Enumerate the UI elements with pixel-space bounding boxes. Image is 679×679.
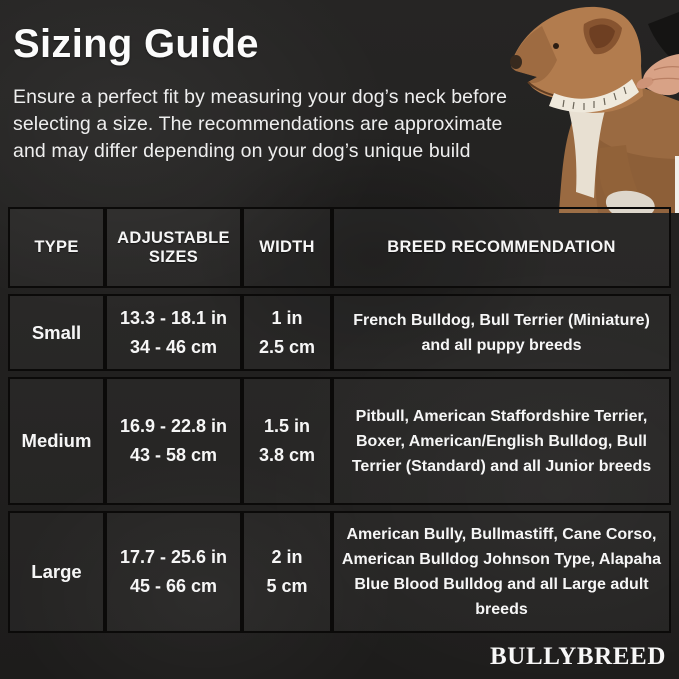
cell-breeds-large: American Bully, Bullmastiff, Cane Corso,… bbox=[332, 511, 671, 633]
photo-edge-sliver bbox=[675, 156, 679, 213]
intro-text: Ensure a perfect fit by measuring your d… bbox=[13, 84, 507, 165]
table-row-medium: Medium 16.9 - 22.8 in 43 - 58 cm 1.5 in … bbox=[8, 377, 671, 505]
table-row-large: Large 17.7 - 25.6 in 45 - 66 cm 2 in 5 c… bbox=[8, 511, 671, 633]
sizes-inches: 16.9 - 22.8 in bbox=[119, 416, 228, 436]
sleeve-shadow bbox=[648, 12, 679, 66]
width-cm: 5 cm bbox=[266, 576, 308, 596]
dog-chest-blaze bbox=[564, 94, 609, 198]
dog-front-leg bbox=[598, 145, 644, 206]
intro-line-2: selecting a size. The recommendations ar… bbox=[13, 113, 503, 135]
width-inches: 1 in bbox=[271, 307, 303, 328]
measuring-tape bbox=[549, 79, 639, 113]
column-header-type: TYPE bbox=[8, 207, 105, 288]
cell-width-large: 2 in 5 cm bbox=[242, 511, 332, 633]
cell-width-small: 1 in 2.5 cm bbox=[242, 294, 332, 371]
sizes-inches: 13.3 - 18.1 in bbox=[119, 307, 228, 328]
cell-type-large: Large bbox=[8, 511, 105, 633]
cell-breeds-small: French Bulldog, Bull Terrier (Miniature)… bbox=[332, 294, 671, 371]
page-title: Sizing Guide bbox=[13, 22, 259, 66]
sizes-cm: 34 - 46 cm bbox=[129, 336, 218, 357]
sizes-cm: 45 - 66 cm bbox=[129, 576, 218, 596]
dog-illustration bbox=[510, 6, 679, 213]
table-header-row: TYPE ADJUSTABLE SIZES WIDTH BREED RECOMM… bbox=[8, 207, 671, 288]
sizing-table: TYPE ADJUSTABLE SIZES WIDTH BREED RECOMM… bbox=[8, 201, 671, 639]
dog-eye bbox=[553, 43, 559, 49]
column-header-adjustable-sizes: ADJUSTABLE SIZES bbox=[105, 207, 242, 288]
width-cm: 3.8 cm bbox=[258, 445, 316, 465]
cell-type-medium: Medium bbox=[8, 377, 105, 505]
intro-line-1: Ensure a perfect fit by measuring your d… bbox=[13, 86, 508, 108]
cell-sizes-medium: 16.9 - 22.8 in 43 - 58 cm bbox=[105, 377, 242, 505]
cell-type-small: Small bbox=[8, 294, 105, 371]
cell-width-medium: 1.5 in 3.8 cm bbox=[242, 377, 332, 505]
width-cm: 2.5 cm bbox=[258, 336, 316, 357]
cell-breeds-medium: Pitbull, American Staffordshire Terrier,… bbox=[332, 377, 671, 505]
sizes-inches: 17.7 - 25.6 in bbox=[119, 547, 228, 567]
cell-sizes-small: 13.3 - 18.1 in 34 - 46 cm bbox=[105, 294, 242, 371]
width-inches: 2 in bbox=[271, 547, 303, 567]
hand bbox=[636, 54, 679, 96]
table-row-small: Small 13.3 - 18.1 in 34 - 46 cm 1 in 2.5… bbox=[8, 294, 671, 371]
brand-wordmark: BULLYBREED bbox=[490, 643, 666, 670]
column-header-breed-recommendation: BREED RECOMMENDATION bbox=[332, 207, 671, 288]
intro-line-3: and may differ depending on your dog’s u… bbox=[13, 140, 471, 162]
dog-nose bbox=[510, 55, 522, 69]
dog-muzzle bbox=[511, 26, 557, 84]
cell-sizes-large: 17.7 - 25.6 in 45 - 66 cm bbox=[105, 511, 242, 633]
dog-measurement-photo bbox=[504, 0, 679, 213]
column-header-width: WIDTH bbox=[242, 207, 332, 288]
width-inches: 1.5 in bbox=[263, 416, 311, 436]
dog-ear-inner bbox=[589, 24, 615, 49]
sizes-cm: 43 - 58 cm bbox=[129, 445, 218, 465]
